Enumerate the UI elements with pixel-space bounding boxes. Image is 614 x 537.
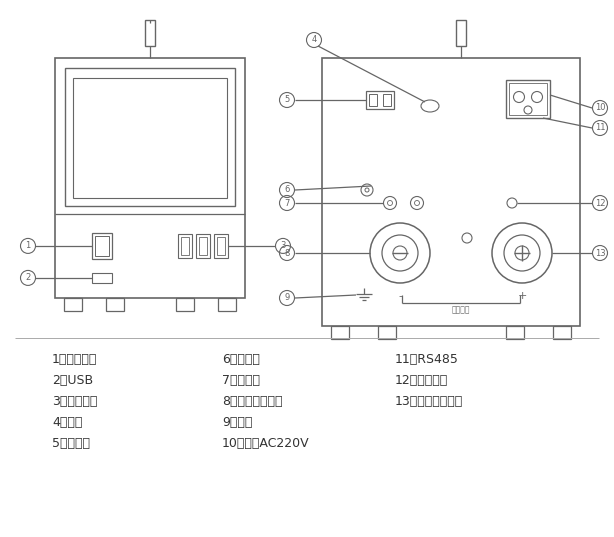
Bar <box>369 94 377 106</box>
Bar <box>145 20 155 46</box>
Bar <box>383 94 391 106</box>
Bar <box>92 273 112 283</box>
Text: 8：放电端子负极: 8：放电端子负极 <box>222 395 282 408</box>
Text: 5：采集盒: 5：采集盒 <box>52 437 90 450</box>
Bar <box>331 326 349 339</box>
Bar <box>64 298 82 311</box>
Text: 10：电源AC220V: 10：电源AC220V <box>222 437 309 450</box>
Text: 5: 5 <box>284 96 290 105</box>
Text: 9：地线: 9：地线 <box>222 416 252 429</box>
Bar <box>553 326 571 339</box>
Bar <box>506 326 524 339</box>
Bar <box>506 80 550 118</box>
Text: 8: 8 <box>284 249 290 258</box>
Text: 12：反接指示: 12：反接指示 <box>395 374 448 387</box>
Bar <box>199 237 207 255</box>
Bar <box>55 58 245 298</box>
Text: 6: 6 <box>284 185 290 194</box>
Text: 1：电源开关: 1：电源开关 <box>52 353 98 366</box>
Text: -: - <box>398 291 402 301</box>
Bar <box>176 298 194 311</box>
Text: 1: 1 <box>25 242 31 250</box>
Text: 11: 11 <box>595 124 605 133</box>
Text: 10: 10 <box>595 104 605 112</box>
Text: 11：RS485: 11：RS485 <box>395 353 459 366</box>
Text: 2：USB: 2：USB <box>52 374 93 387</box>
Text: 13: 13 <box>595 249 605 258</box>
Text: 3：放电开关: 3：放电开关 <box>52 395 98 408</box>
Text: 4: 4 <box>311 35 317 45</box>
Bar <box>92 233 112 259</box>
Text: 2: 2 <box>25 273 31 282</box>
Bar <box>378 326 396 339</box>
Text: 9: 9 <box>284 294 290 302</box>
Bar <box>95 236 109 256</box>
Text: 6：总电流: 6：总电流 <box>222 353 260 366</box>
Text: 12: 12 <box>595 199 605 207</box>
Text: 7: 7 <box>284 199 290 207</box>
Text: 7：总电压: 7：总电压 <box>222 374 260 387</box>
Bar <box>218 298 236 311</box>
Bar <box>106 298 124 311</box>
Bar <box>196 234 210 258</box>
Bar <box>214 234 228 258</box>
Text: 13：放电端子正极: 13：放电端子正极 <box>395 395 463 408</box>
Bar <box>65 68 235 206</box>
Text: 4：天线: 4：天线 <box>52 416 82 429</box>
Bar <box>509 83 547 115</box>
Text: 3: 3 <box>281 242 286 250</box>
Text: 放電端子: 放電端子 <box>452 305 470 314</box>
Bar <box>181 237 189 255</box>
Bar <box>322 58 580 326</box>
Bar <box>217 237 225 255</box>
Bar <box>366 91 394 109</box>
Bar <box>456 20 466 46</box>
Bar <box>178 234 192 258</box>
Bar <box>73 78 227 198</box>
Text: +: + <box>518 291 527 301</box>
